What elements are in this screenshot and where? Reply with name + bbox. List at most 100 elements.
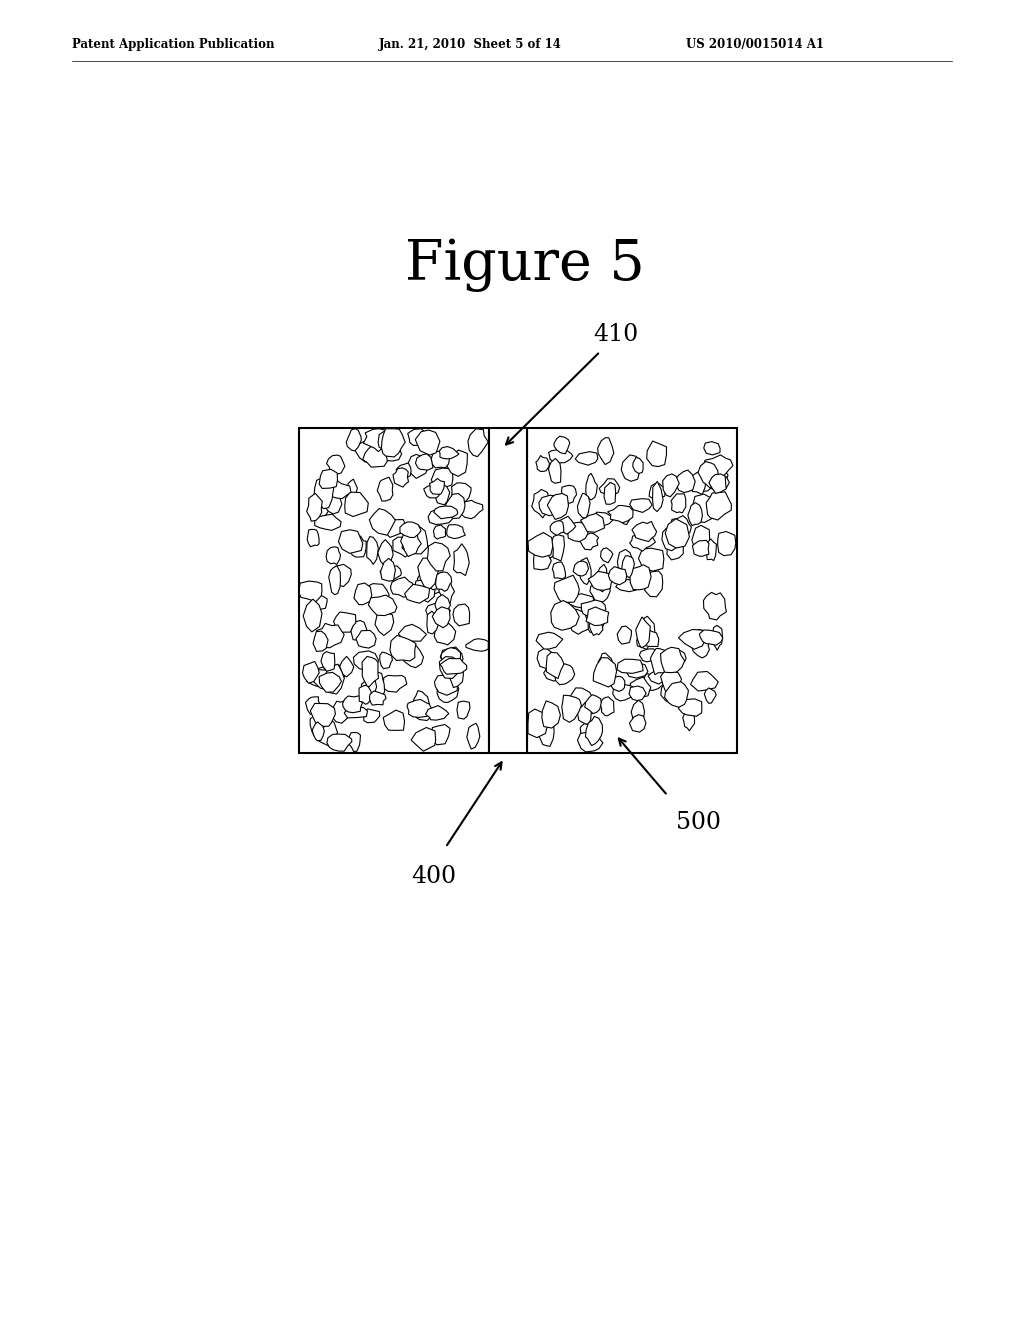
Polygon shape: [578, 494, 590, 517]
Polygon shape: [663, 474, 679, 496]
Polygon shape: [632, 521, 656, 541]
Polygon shape: [324, 665, 346, 680]
Polygon shape: [552, 535, 564, 561]
Polygon shape: [528, 532, 553, 557]
Polygon shape: [364, 429, 390, 451]
Polygon shape: [440, 659, 467, 675]
Polygon shape: [537, 544, 559, 560]
Polygon shape: [400, 521, 421, 537]
Polygon shape: [434, 675, 458, 696]
Polygon shape: [630, 533, 655, 552]
Polygon shape: [362, 656, 379, 686]
Polygon shape: [418, 558, 438, 590]
Polygon shape: [312, 491, 331, 517]
Polygon shape: [378, 432, 396, 451]
Polygon shape: [584, 607, 604, 632]
Polygon shape: [534, 549, 551, 570]
Polygon shape: [615, 579, 643, 591]
Bar: [527, 428, 737, 752]
Polygon shape: [380, 566, 401, 581]
Polygon shape: [393, 537, 415, 557]
Polygon shape: [597, 565, 607, 591]
Polygon shape: [427, 611, 438, 634]
Polygon shape: [452, 483, 471, 503]
Polygon shape: [617, 549, 632, 572]
Polygon shape: [400, 532, 421, 557]
Polygon shape: [698, 462, 720, 488]
Polygon shape: [435, 482, 450, 504]
Polygon shape: [404, 585, 429, 603]
Text: 410: 410: [594, 323, 639, 346]
Text: 400: 400: [411, 865, 456, 888]
Polygon shape: [639, 548, 664, 572]
Polygon shape: [312, 722, 325, 741]
Polygon shape: [339, 529, 362, 553]
Polygon shape: [718, 532, 736, 556]
Polygon shape: [351, 620, 367, 640]
Polygon shape: [703, 455, 733, 478]
Polygon shape: [438, 581, 455, 606]
Polygon shape: [671, 649, 686, 664]
Polygon shape: [622, 556, 635, 578]
Polygon shape: [313, 631, 328, 651]
Polygon shape: [375, 612, 393, 635]
Polygon shape: [361, 678, 377, 696]
Polygon shape: [408, 429, 427, 445]
Polygon shape: [383, 710, 404, 730]
Polygon shape: [390, 635, 416, 661]
Polygon shape: [699, 630, 723, 645]
Polygon shape: [418, 569, 441, 598]
Polygon shape: [709, 474, 726, 494]
Polygon shape: [589, 614, 603, 635]
Polygon shape: [332, 701, 351, 723]
Polygon shape: [648, 669, 667, 684]
Polygon shape: [586, 607, 608, 626]
Polygon shape: [631, 701, 644, 723]
Polygon shape: [593, 657, 616, 686]
Polygon shape: [343, 696, 362, 713]
Polygon shape: [713, 626, 723, 651]
Polygon shape: [690, 473, 706, 495]
Polygon shape: [416, 454, 433, 470]
Polygon shape: [434, 622, 456, 645]
Polygon shape: [649, 483, 666, 500]
Polygon shape: [586, 474, 597, 500]
Polygon shape: [353, 651, 379, 671]
Polygon shape: [435, 572, 452, 591]
Polygon shape: [665, 681, 688, 708]
Polygon shape: [345, 492, 369, 516]
Polygon shape: [679, 698, 701, 717]
Polygon shape: [640, 616, 654, 643]
Polygon shape: [377, 477, 393, 502]
Polygon shape: [611, 676, 625, 692]
Polygon shape: [313, 477, 335, 508]
Polygon shape: [302, 661, 319, 684]
Polygon shape: [299, 581, 322, 602]
Polygon shape: [331, 565, 351, 586]
Polygon shape: [312, 669, 332, 689]
Polygon shape: [408, 700, 431, 717]
Polygon shape: [599, 479, 620, 495]
Polygon shape: [539, 719, 554, 746]
Polygon shape: [453, 605, 470, 626]
Polygon shape: [555, 664, 574, 685]
Polygon shape: [380, 652, 392, 669]
Polygon shape: [427, 543, 451, 572]
Polygon shape: [630, 677, 651, 697]
Polygon shape: [585, 694, 601, 714]
Polygon shape: [650, 648, 669, 675]
Polygon shape: [528, 709, 548, 738]
Polygon shape: [630, 565, 651, 590]
Polygon shape: [709, 465, 728, 487]
Polygon shape: [381, 558, 395, 581]
Polygon shape: [660, 671, 682, 693]
Polygon shape: [567, 523, 588, 541]
Polygon shape: [439, 446, 459, 459]
Text: Jan. 21, 2010  Sheet 5 of 14: Jan. 21, 2010 Sheet 5 of 14: [379, 37, 562, 50]
Polygon shape: [630, 714, 646, 733]
Polygon shape: [319, 470, 338, 488]
Polygon shape: [660, 680, 681, 704]
Polygon shape: [586, 717, 602, 746]
Polygon shape: [400, 643, 424, 668]
Polygon shape: [629, 686, 646, 701]
